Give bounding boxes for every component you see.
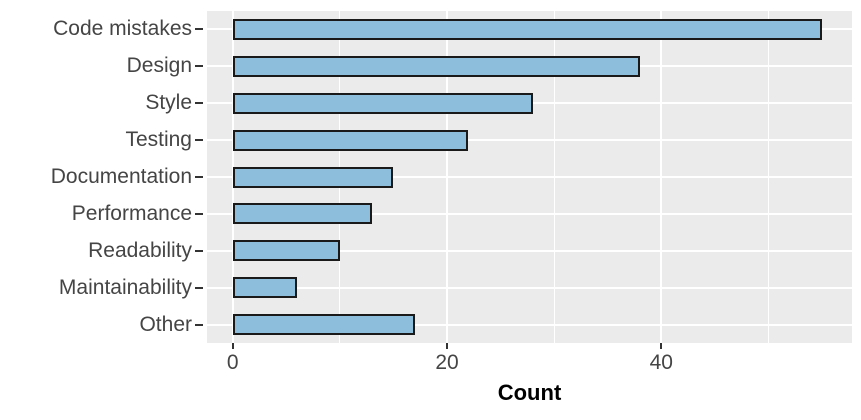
y-tick-mark <box>195 212 203 215</box>
x-tick-label: 0 <box>226 351 239 374</box>
x-tick-mark <box>231 343 234 349</box>
bar-design <box>232 55 640 77</box>
y-tick-label: Design <box>126 54 192 78</box>
y-tick-label: Maintainability <box>58 275 192 299</box>
plot-panel <box>207 11 852 343</box>
x-tick-label: 20 <box>435 351 459 374</box>
gridline-major-horizontal <box>207 139 852 142</box>
y-tick-mark <box>195 176 203 178</box>
y-tick-mark <box>195 102 203 105</box>
y-tick-label: Other <box>139 312 192 336</box>
bar-other <box>232 314 415 336</box>
x-tick-mark <box>446 343 448 349</box>
bar-maintainability <box>232 277 297 299</box>
y-tick-label: Style <box>145 91 192 115</box>
y-tick-mark <box>195 28 203 31</box>
y-tick-mark <box>195 323 203 326</box>
x-tick-label: 40 <box>649 351 673 374</box>
y-tick-label: Testing <box>125 128 192 152</box>
y-tick-label: Code mistakes <box>53 17 192 41</box>
bar-code-mistakes <box>232 18 822 40</box>
gridline-major-horizontal <box>207 249 852 252</box>
y-tick-mark <box>195 139 203 142</box>
y-tick-label: Documentation <box>50 165 192 188</box>
bar-readability <box>232 240 340 262</box>
x-axis-title: Count <box>497 380 562 405</box>
bar-style <box>232 92 533 114</box>
bar-performance <box>232 203 372 225</box>
y-tick-label: Performance <box>71 201 192 225</box>
gridline-major-horizontal <box>207 212 852 215</box>
gridline-major-horizontal <box>207 323 852 326</box>
gridline-major-horizontal <box>207 286 852 289</box>
x-tick-mark <box>660 343 663 349</box>
y-tick-mark <box>195 65 203 68</box>
gridline-major-horizontal <box>207 176 852 178</box>
y-tick-mark <box>195 286 203 289</box>
gridline-major-vertical <box>446 11 448 343</box>
gridline-minor-vertical <box>767 11 769 343</box>
y-tick-label: Readability <box>88 238 192 262</box>
y-tick-mark <box>195 249 203 252</box>
gridline-minor-vertical <box>553 11 555 343</box>
bar-documentation <box>232 166 394 188</box>
gridline-major-vertical <box>660 11 663 343</box>
bar-testing <box>232 129 469 151</box>
